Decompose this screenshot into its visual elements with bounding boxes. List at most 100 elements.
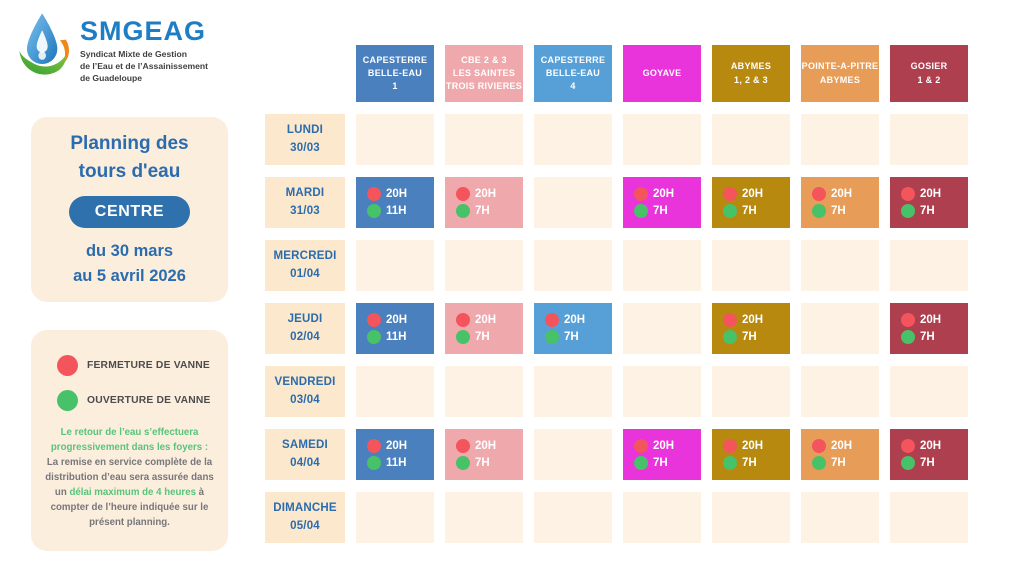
valve-open-entry: 7H: [634, 456, 701, 470]
valve-close-entry: 20H: [456, 313, 523, 327]
schedule-cell: [534, 177, 612, 228]
valve-time: 11H: [386, 457, 407, 469]
date-range-line1: du 30 mars: [85, 242, 174, 261]
legend-note: Le retour de l’eau s’effectuera progress…: [44, 425, 215, 530]
day-label-lundi: LUNDI 30/03: [265, 114, 345, 165]
valve-close-dot-icon: [634, 439, 648, 453]
logo-subtitle-line1: Syndicat Mixte de Gestion: [80, 49, 187, 59]
column-header-line: 1, 2 & 3: [734, 74, 768, 85]
column-header-capesterre-belle-eau-4: CAPESTERRE BELLE-EAU 4: [534, 45, 612, 102]
schedule-cell: 20H 11H: [356, 177, 434, 228]
column-header-line: CAPESTERRE: [540, 54, 606, 65]
column-header-line: BELLE-EAU: [367, 67, 423, 78]
column-header-line: TROIS RIVIERES: [445, 81, 523, 92]
valve-close-entry: 20H: [723, 313, 790, 327]
logo-subtitle-line2: de l’Eau et de l’Assainissement: [80, 60, 208, 71]
valve-open-dot-icon: [723, 204, 737, 218]
valve-time: 20H: [653, 188, 675, 200]
grid-corner: [265, 45, 345, 102]
schedule-cell: [445, 114, 523, 165]
valve-time: 7H: [742, 205, 757, 217]
valve-close-entry: 20H: [901, 187, 968, 201]
day-label-jeudi: JEUDI 02/04: [265, 303, 345, 354]
valve-close-dot-icon: [723, 313, 737, 327]
valve-open-dot-icon: [812, 456, 826, 470]
schedule-cell: [445, 366, 523, 417]
schedule-cell: [712, 114, 790, 165]
column-header-cbe-2-3-les-saintes-trois-rivieres: CBE 2 & 3 LES SAINTES TROIS RIVIERES: [445, 45, 523, 102]
valve-time: 7H: [920, 331, 935, 343]
valve-close-dot-icon: [723, 439, 737, 453]
valve-open-entry: 7H: [812, 204, 879, 218]
valve-time: 20H: [386, 440, 408, 452]
logo-subtitle-line3: de Guadeloupe: [80, 72, 143, 83]
day-name: VENDREDI: [274, 375, 336, 388]
day-date: 30/03: [290, 141, 320, 154]
valve-close-entry: 20H: [901, 313, 968, 327]
valve-open-entry: 11H: [367, 330, 434, 344]
valve-time: 20H: [564, 314, 586, 326]
valve-open-entry: 7H: [456, 456, 523, 470]
valve-open-dot-icon: [723, 456, 737, 470]
schedule-cell: [445, 492, 523, 543]
day-date: 05/04: [290, 519, 320, 532]
valve-time: 7H: [653, 457, 668, 469]
day-label-mardi: MARDI 31/03: [265, 177, 345, 228]
valve-time: 20H: [475, 314, 497, 326]
valve-time: 7H: [920, 205, 935, 217]
valve-open-dot-icon: [57, 390, 78, 411]
valve-time: 20H: [742, 440, 764, 452]
valve-close-entry: 20H: [901, 439, 968, 453]
valve-open-entry: 7H: [812, 456, 879, 470]
valve-open-dot-icon: [456, 330, 470, 344]
day-name: LUNDI: [286, 123, 324, 136]
valve-time: 7H: [475, 457, 490, 469]
column-header-line: GOYAVE: [642, 67, 682, 78]
valve-close-entry: 20H: [723, 439, 790, 453]
schedule-cell: [623, 492, 701, 543]
valve-close-dot-icon: [367, 313, 381, 327]
column-header-goyave: GOYAVE: [623, 45, 701, 102]
valve-close-entry: 20H: [456, 187, 523, 201]
day-date: 04/04: [290, 456, 320, 469]
valve-close-entry: 20H: [367, 187, 434, 201]
schedule-cell: 20H 7H: [712, 303, 790, 354]
valve-time: 11H: [386, 331, 407, 343]
schedule-cell: [890, 366, 968, 417]
title-panel: Planning des tours d'eau CENTRE du 30 ma…: [31, 117, 228, 302]
schedule-cell: [356, 492, 434, 543]
schedule-cell: [712, 240, 790, 291]
day-label-samedi: SAMEDI 04/04: [265, 429, 345, 480]
schedule-cell: [534, 429, 612, 480]
valve-close-dot-icon: [545, 313, 559, 327]
schedule-cell: [356, 240, 434, 291]
valve-time: 20H: [920, 440, 942, 452]
legend-item-close: FERMETURE DE VANNE: [57, 355, 228, 376]
schedule-cell: [356, 366, 434, 417]
schedule-cell: 20H 11H: [356, 429, 434, 480]
valve-open-entry: 7H: [456, 204, 523, 218]
valve-close-dot-icon: [723, 187, 737, 201]
valve-time: 20H: [831, 440, 853, 452]
column-header-line: 1 & 2: [917, 74, 941, 85]
valve-open-dot-icon: [901, 204, 915, 218]
schedule-cell: [445, 240, 523, 291]
valve-close-entry: 20H: [634, 187, 701, 201]
day-label-dimanche: DIMANCHE 05/04: [265, 492, 345, 543]
day-date: 03/04: [290, 393, 320, 406]
valve-open-entry: 11H: [367, 456, 434, 470]
valve-close-entry: 20H: [723, 187, 790, 201]
valve-open-dot-icon: [634, 456, 648, 470]
legend-panel: FERMETURE DE VANNE OUVERTURE DE VANNE Le…: [31, 330, 228, 551]
day-name: SAMEDI: [282, 438, 328, 451]
valve-time: 20H: [386, 314, 408, 326]
legend-note-text: à compter de l’heure indiquée sur le pré…: [50, 487, 209, 529]
valve-open-entry: 11H: [367, 204, 434, 218]
valve-close-dot-icon: [456, 313, 470, 327]
schedule-cell: 20H 7H: [445, 429, 523, 480]
valve-open-dot-icon: [812, 204, 826, 218]
logo-name: SMGEAG: [80, 16, 207, 46]
valve-open-dot-icon: [367, 330, 381, 344]
schedule-cell: 20H 7H: [623, 429, 701, 480]
valve-close-dot-icon: [901, 313, 915, 327]
